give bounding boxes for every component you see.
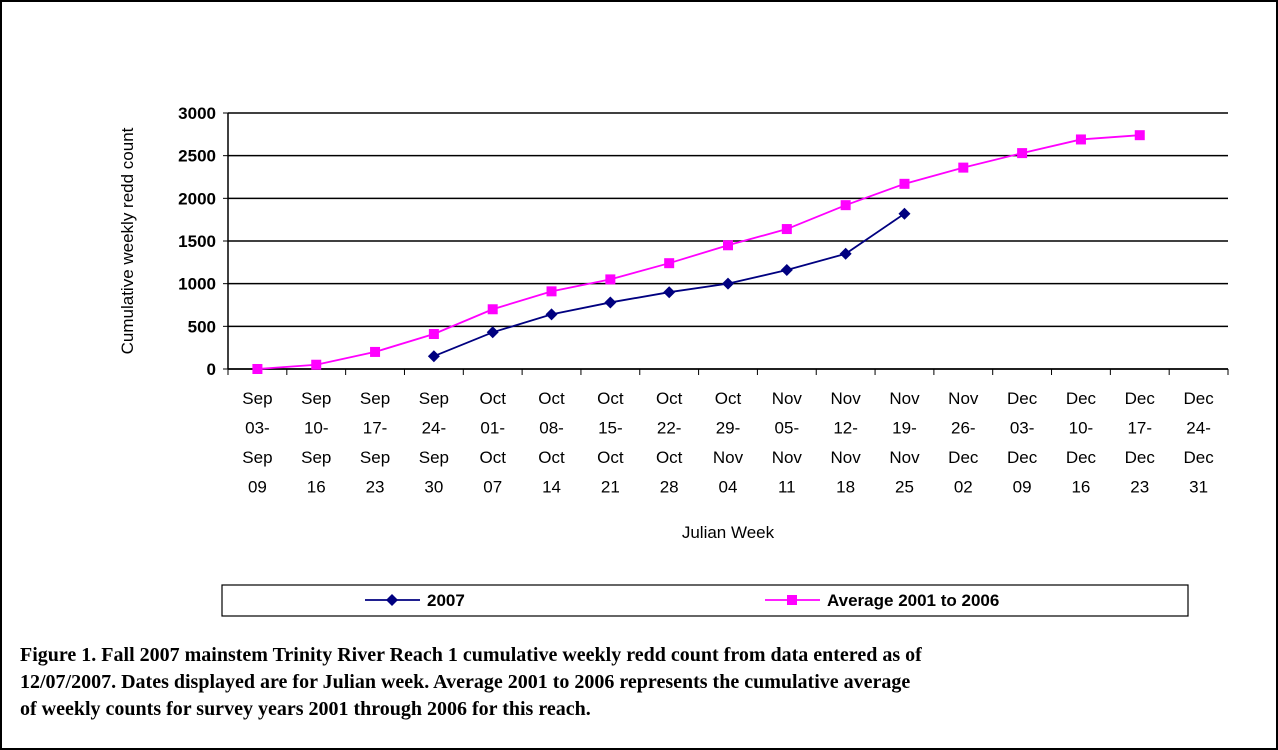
marker — [370, 346, 381, 357]
y-tick-label: 1000 — [178, 275, 216, 294]
x-tick-label: Dec 24-Dec 31 — [1183, 389, 1214, 497]
marker — [545, 308, 558, 321]
x-tick-label: Oct 08-Oct 14 — [538, 389, 565, 497]
marker — [898, 207, 911, 220]
marker — [604, 296, 617, 309]
marker — [486, 326, 499, 339]
y-tick-label: 2000 — [178, 189, 216, 208]
marker — [428, 329, 439, 340]
x-tick-label: Sep 10-Sep 16 — [301, 389, 331, 497]
y-tick-label: 3000 — [178, 104, 216, 123]
x-tick-label: Sep 24-Sep 30 — [419, 389, 449, 497]
x-axis-label: Julian Week — [682, 523, 775, 542]
caption-line: of weekly counts for survey years 2001 t… — [20, 698, 591, 720]
marker — [1075, 134, 1086, 145]
marker — [1017, 148, 1028, 159]
x-tick-label: Sep 03-Sep 09 — [242, 389, 272, 497]
y-tick-label: 500 — [188, 317, 216, 336]
x-tick-label: Oct 29-Nov 04 — [713, 389, 744, 497]
marker — [1134, 130, 1145, 141]
x-tick-label: Dec 03-Dec 09 — [1007, 389, 1038, 497]
marker — [605, 274, 616, 285]
x-tick-label: Oct 01-Oct 07 — [479, 389, 506, 497]
legend-label: Average 2001 to 2006 — [827, 591, 999, 610]
caption-line: 12/07/2007. Dates displayed are for Juli… — [20, 671, 910, 693]
x-tick-label: Nov 12-Nov 18 — [831, 389, 862, 497]
y-tick-label: 0 — [207, 360, 216, 379]
x-tick-label: Nov 19-Nov 25 — [889, 389, 920, 497]
marker — [781, 224, 792, 235]
legend-label: 2007 — [427, 591, 465, 610]
marker — [723, 240, 733, 251]
marker — [664, 258, 675, 269]
y-tick-label: 2500 — [178, 147, 216, 166]
x-tick-label: Dec 10-Dec 16 — [1066, 389, 1097, 497]
x-tick-label: Nov 05-Nov 11 — [772, 389, 803, 497]
marker — [839, 247, 852, 260]
marker — [958, 162, 969, 173]
marker — [663, 286, 676, 299]
marker — [899, 178, 910, 189]
marker — [722, 277, 734, 290]
x-tick-label: Oct 15-Oct 21 — [597, 389, 624, 497]
marker — [546, 286, 557, 297]
x-tick-label: Nov 26-Dec 02 — [948, 389, 979, 497]
x-tick-label: Oct 22-Oct 28 — [656, 389, 683, 497]
marker — [252, 364, 263, 374]
y-tick-label: 1500 — [178, 232, 216, 251]
marker — [787, 595, 797, 605]
marker — [780, 264, 793, 277]
marker — [311, 359, 322, 370]
marker — [386, 594, 398, 606]
marker — [487, 304, 498, 315]
marker — [427, 350, 440, 363]
caption-line: Figure 1. Fall 2007 mainstem Trinity Riv… — [20, 644, 922, 666]
y-axis-label: Cumulative weekly redd count — [118, 127, 137, 354]
x-tick-label: Dec 17-Dec 23 — [1125, 389, 1156, 497]
marker — [840, 200, 851, 211]
series-line — [257, 134, 1140, 370]
x-tick-label: Sep 17-Sep 23 — [360, 389, 390, 497]
